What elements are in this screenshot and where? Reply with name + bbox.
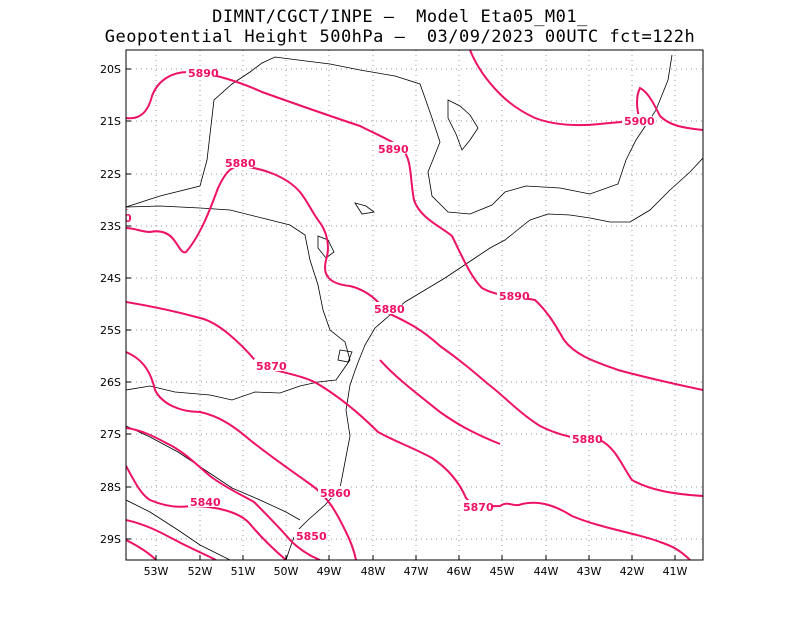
lake — [317, 235, 335, 259]
border-line — [126, 205, 351, 401]
latitude-labels: 20S 21S 22S 23S 24S 25S 26S 27S 28S 29S — [100, 63, 121, 546]
contour-lines — [126, 50, 703, 560]
lat-tick-label: 24S — [100, 272, 121, 285]
contour-label-5880: 5880 — [572, 433, 603, 446]
contour-label-5860: 5860 — [320, 487, 351, 500]
tick-marks — [126, 68, 676, 560]
lake — [354, 202, 375, 215]
lat-tick-label: 27S — [100, 428, 121, 441]
contour-5870 — [126, 301, 691, 560]
contour-label-5890: 5890 — [378, 143, 409, 156]
contour-label-5880: 5880 — [374, 303, 405, 316]
lat-tick-label: 23S — [100, 220, 121, 233]
lon-tick-label: 44W — [534, 565, 559, 578]
lat-tick-label: 28S — [100, 481, 121, 494]
contour-label-5870: 5870 — [256, 360, 287, 373]
lon-tick-label: 52W — [188, 565, 213, 578]
plot-frame — [125, 49, 704, 561]
border-line — [126, 425, 301, 521]
contour-label-5880-cut: 5880 — [101, 212, 132, 225]
map-title-line-2: Geopotential Height 500hPa — 03/09/2023 … — [104, 27, 696, 47]
contour-label-5890: 5890 — [499, 290, 530, 303]
contour-5830 — [126, 519, 217, 560]
contour-label-backgrounds — [126, 66, 652, 541]
contour-5850 — [126, 427, 321, 560]
lat-tick-label: 26S — [100, 376, 121, 389]
lat-tick-label: 20S — [100, 63, 121, 76]
lat-tick-label: 22S — [100, 168, 121, 181]
contour-5840 — [126, 465, 287, 560]
contour-5880-north — [126, 164, 703, 497]
lon-tick-label: 41W — [663, 565, 688, 578]
lon-tick-label: 48W — [361, 565, 386, 578]
lake — [447, 99, 479, 151]
contour-labels: 5890 5890 5890 5900 5880 5880 5880 5880 … — [101, 67, 655, 543]
lon-tick-label: 46W — [447, 565, 472, 578]
lon-tick-label: 42W — [620, 565, 645, 578]
contour-label-5840: 5840 — [190, 496, 221, 509]
lat-tick-label: 21S — [100, 115, 121, 128]
contour-5880-east — [379, 359, 501, 445]
contour-label-5880: 5880 — [225, 157, 256, 170]
coastline — [285, 157, 703, 560]
contour-5890-west — [126, 70, 703, 391]
lon-tick-label: 45W — [490, 565, 515, 578]
contour-label-5890: 5890 — [188, 67, 219, 80]
border-line — [126, 499, 231, 560]
contour-label-5870: 5870 — [463, 501, 494, 514]
lon-tick-label: 47W — [404, 565, 429, 578]
map-title-line-1: DIMNT/CGCT/INPE — Model Eta05_M01_ — [212, 7, 588, 27]
contour-5900 — [469, 50, 703, 131]
contour-5860 — [126, 351, 357, 560]
lon-tick-label: 49W — [317, 565, 342, 578]
lat-tick-label: 29S — [100, 533, 121, 546]
state-borders — [126, 54, 703, 560]
contour-label-5850: 5850 — [296, 530, 327, 543]
lat-lon-grid — [126, 50, 703, 560]
contour-label-5900: 5900 — [624, 115, 655, 128]
contour-5820 — [126, 539, 157, 560]
lon-tick-label: 43W — [577, 565, 602, 578]
longitude-labels: 53W 52W 51W 50W 49W 48W 47W 46W 45W 44W … — [144, 565, 688, 578]
lon-tick-label: 53W — [144, 565, 169, 578]
lake — [337, 349, 353, 363]
lat-tick-label: 25S — [100, 324, 121, 337]
lon-tick-label: 51W — [231, 565, 256, 578]
lon-tick-label: 50W — [274, 565, 299, 578]
